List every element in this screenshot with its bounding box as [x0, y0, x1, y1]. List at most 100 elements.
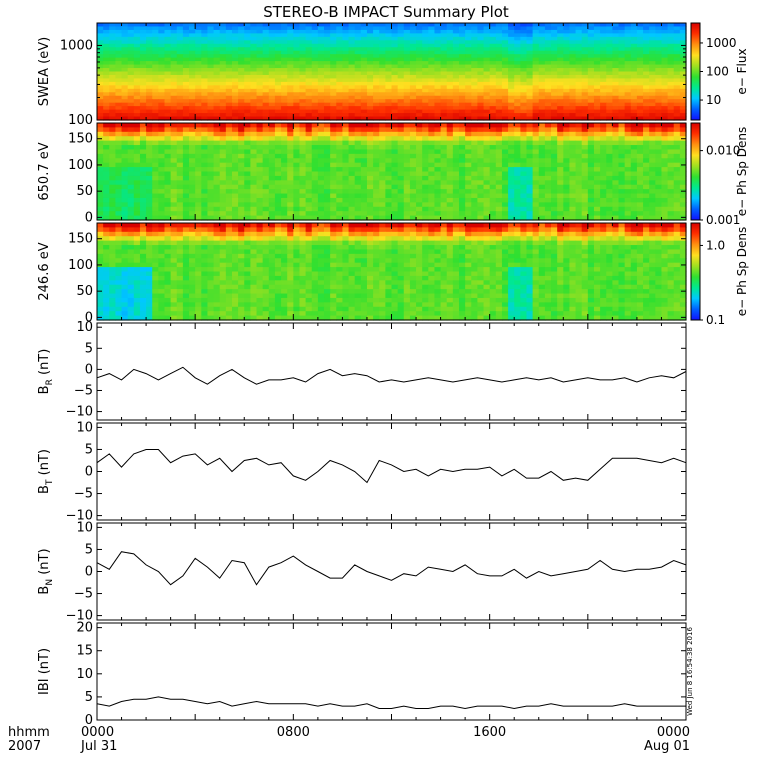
spectrogram-cell	[140, 211, 147, 216]
spectrogram-cell	[128, 223, 135, 228]
spectrogram-cell	[275, 132, 282, 137]
spectrogram-cell	[275, 149, 282, 154]
spectrogram-cell	[152, 154, 159, 159]
spectrogram-cell	[484, 78, 491, 82]
spectrogram-cell	[355, 106, 362, 110]
spectrogram-cell	[281, 189, 288, 194]
spectrogram-cell	[281, 30, 288, 34]
spectrogram-cell	[195, 141, 202, 146]
spectrogram-cell	[232, 85, 239, 89]
spectrogram-cell	[134, 58, 141, 62]
spectrogram-cell	[214, 37, 221, 41]
spectrogram-cell	[122, 207, 129, 212]
pad650-spectrogram	[97, 123, 687, 221]
spectrogram-cell	[293, 103, 300, 107]
spectrogram-cell	[643, 198, 650, 203]
spectrogram-cell	[661, 127, 668, 132]
spectrogram-cell	[582, 96, 589, 100]
spectrogram-cell	[367, 58, 374, 62]
spectrogram-cell	[324, 30, 331, 34]
spectrogram-cell	[238, 72, 245, 76]
spectrogram-cell	[520, 47, 527, 51]
spectrogram-cell	[152, 176, 159, 181]
spectrogram-cell	[594, 47, 601, 51]
spectrogram-cell	[441, 176, 448, 181]
spectrogram-cell	[164, 211, 171, 216]
spectrogram-cell	[207, 106, 214, 110]
spectrogram-cell	[416, 123, 423, 128]
spectrogram-cell	[539, 85, 546, 89]
spectrogram-cell	[152, 167, 159, 172]
spectrogram-cell	[103, 211, 110, 216]
spectrogram-cell	[625, 30, 632, 34]
spectrogram-cell	[600, 185, 607, 190]
spectrogram-cell	[637, 61, 644, 65]
spectrogram-cell	[330, 202, 337, 207]
spectrogram-cell	[588, 89, 595, 93]
spectrogram-cell	[379, 89, 386, 93]
spectrogram-cell	[637, 85, 644, 89]
spectrogram-cell	[122, 96, 129, 100]
spectrogram-cell	[588, 68, 595, 72]
colorbar-gradient	[691, 23, 700, 120]
spectrogram-cell	[195, 68, 202, 72]
spectrogram-cell	[349, 30, 356, 34]
spectrogram-cell	[312, 99, 319, 103]
spectrogram-cell	[171, 106, 178, 110]
spectrogram-cell	[508, 92, 515, 96]
spectrogram-cell	[226, 185, 233, 190]
spectrogram-cell	[201, 127, 208, 132]
spectrogram-cell	[649, 92, 656, 96]
spectrogram-cell	[557, 136, 564, 141]
spectrogram-cell	[398, 110, 405, 114]
spectrogram-cell	[649, 85, 656, 89]
spectrogram-cell	[416, 72, 423, 76]
spectrogram-cell	[158, 154, 165, 159]
spectrogram-cell	[275, 207, 282, 212]
spectrogram-cell	[177, 194, 184, 199]
spectrogram-cell	[576, 141, 583, 146]
spectrogram-cell	[275, 163, 282, 168]
spectrogram-cell	[299, 194, 306, 199]
spectrogram-cell	[569, 89, 576, 93]
spectrogram-cell	[238, 47, 245, 51]
spectrogram-cell	[244, 72, 251, 76]
spectrogram-cell	[152, 163, 159, 168]
spectrogram-cell	[606, 75, 613, 79]
spectrogram-cell	[201, 89, 208, 93]
spectrogram-cell	[171, 202, 178, 207]
spectrogram-cell	[631, 167, 638, 172]
spectrogram-cell	[122, 44, 129, 48]
spectrogram-cell	[201, 110, 208, 114]
spectrogram-cell	[398, 40, 405, 44]
spectrogram-cell	[177, 103, 184, 107]
spectrogram-cell	[643, 82, 650, 86]
spectrogram-cell	[588, 30, 595, 34]
spectrogram-cell	[128, 92, 135, 96]
spectrogram-cell	[514, 99, 521, 103]
spectrogram-cell	[293, 163, 300, 168]
spectrogram-cell	[158, 136, 165, 141]
spectrogram-cell	[330, 123, 337, 128]
spectrogram-cell	[569, 33, 576, 37]
spectrogram-cell	[232, 58, 239, 62]
spectrogram-cell	[520, 103, 527, 107]
spectrogram-cell	[514, 23, 521, 27]
spectrogram-cell	[668, 78, 675, 82]
spectrogram-cell	[134, 136, 141, 141]
spectrogram-cell	[569, 61, 576, 65]
spectrogram-cell	[318, 58, 325, 62]
spectrogram-cell	[668, 30, 675, 34]
spectrogram-cell	[674, 145, 681, 150]
spectrogram-cell	[306, 78, 313, 82]
spectrogram-cell	[349, 136, 356, 141]
spectrogram-cell	[128, 65, 135, 69]
spectrogram-cell	[619, 167, 626, 172]
spectrogram-cell	[257, 68, 264, 72]
spectrogram-cell	[668, 132, 675, 137]
spectrogram-cell	[312, 40, 319, 44]
spectrogram-cell	[293, 82, 300, 86]
spectrogram-cell	[269, 149, 276, 154]
spectrogram-cell	[201, 207, 208, 212]
spectrogram-cell	[269, 211, 276, 216]
